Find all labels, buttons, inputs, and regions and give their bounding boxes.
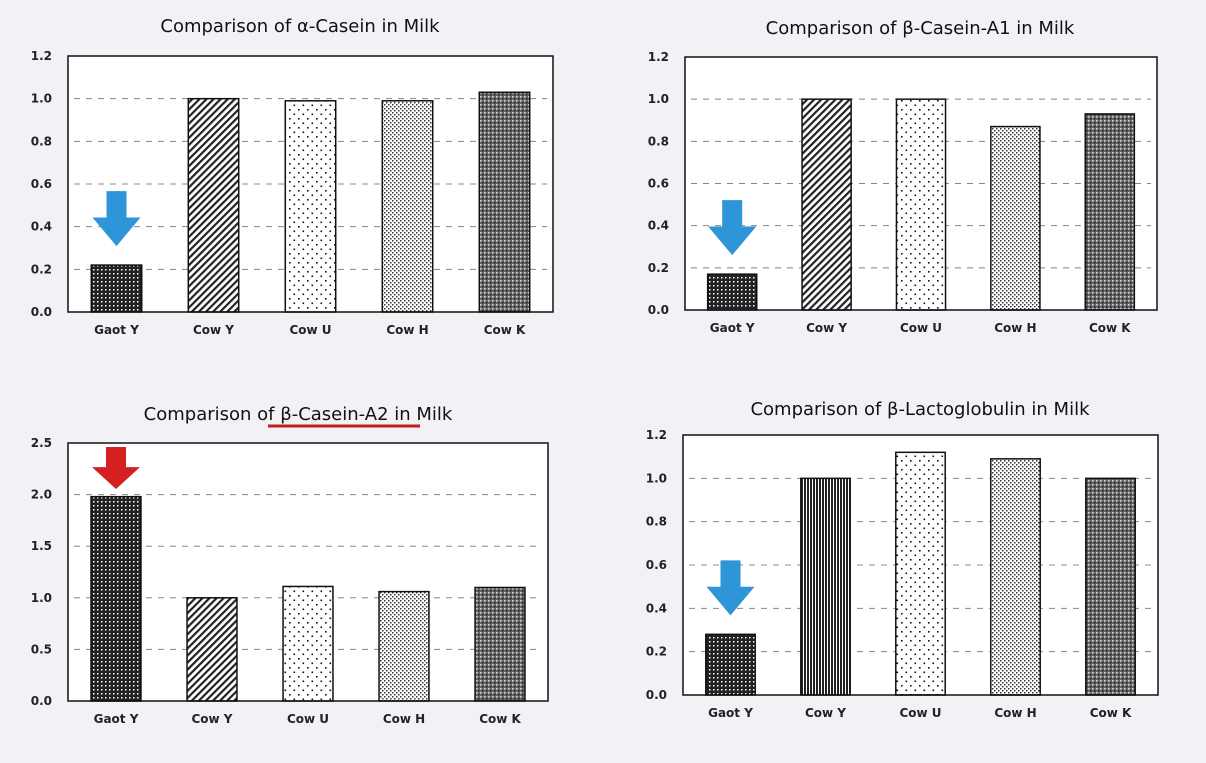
chart-4: 0.0 0.2 0.4 0.6 0.8 1.0 1.2 Gaot Y Cow Y Cow U Cow… (646, 399, 1159, 720)
bar-gaot-y (706, 273, 758, 311)
x-tick-label: Cow U (287, 712, 329, 726)
chart-3: 0.0 0.5 1.0 1.5 2.0 2.5 Gaot Y Cow Y Cow U Cow H C… (31, 404, 549, 726)
y-tick-label: 0.0 (31, 694, 52, 708)
chart-2: 0.0 0.2 0.4 0.6 0.8 1.0 1.2 Gaot Y Cow Y Cow U Cow… (648, 18, 1158, 335)
bar-cow-y (800, 477, 851, 696)
bar-cow-k (478, 91, 531, 313)
x-tick-label: Cow Y (193, 323, 234, 337)
y-tick-label: 0.4 (31, 220, 52, 234)
bar-cow-h (381, 100, 434, 313)
x-tick-label: Gaot Y (710, 321, 755, 335)
x-tick-label: Gaot Y (708, 706, 753, 720)
x-tick-label: Cow U (900, 321, 942, 335)
y-tick-label: 0.0 (646, 688, 667, 702)
y-tick-label: 0.4 (648, 219, 669, 233)
bar-cow-h (378, 590, 430, 702)
x-tick-label: Cow H (994, 321, 1036, 335)
x-tick-label: Cow K (1089, 321, 1131, 335)
y-tick-label: 1.2 (31, 49, 52, 63)
plot-frame (67, 442, 549, 702)
bar-cow-u (895, 98, 947, 311)
y-tick-label: 2.5 (31, 436, 52, 450)
x-tick-label: Cow U (899, 706, 941, 720)
x-tick-label: Cow Y (806, 321, 847, 335)
y-tick-label: 1.0 (31, 92, 52, 106)
arrow-down-icon (706, 560, 755, 616)
x-tick-label: Cow Y (805, 706, 846, 720)
x-tick-label: Cow H (386, 323, 428, 337)
bar-cow-k (1085, 477, 1136, 696)
chart-1: 0.0 0.2 0.4 0.6 0.8 1.0 1.2 Gaot Y Cow Y Cow U Cow… (31, 16, 554, 337)
bar-cow-k (474, 586, 526, 702)
y-tick-label: 2.0 (31, 488, 52, 502)
x-tick-label: Cow K (1090, 706, 1132, 720)
bar-cow-y (186, 597, 238, 702)
y-tick-label: 1.5 (31, 539, 52, 553)
bar-cow-u (282, 585, 334, 702)
y-tick-label: 0.8 (648, 134, 669, 148)
y-tick-label: 0.4 (646, 601, 667, 615)
arrow-down-icon (708, 200, 757, 256)
chart-title: Comparison of β-Casein-A1 in Milk (766, 18, 1075, 39)
bar-cow-y (187, 97, 240, 313)
x-tick-label: Gaot Y (94, 712, 139, 726)
x-tick-label: Cow Y (191, 712, 232, 726)
x-tick-label: Gaot Y (94, 323, 139, 337)
y-tick-label: 0.6 (646, 558, 667, 572)
y-tick-label: 0.8 (31, 134, 52, 148)
y-tick-label: 0.0 (31, 305, 52, 319)
y-tick-label: 1.0 (646, 471, 667, 485)
x-tick-label: Cow K (484, 323, 526, 337)
plot-frame (684, 56, 1158, 311)
bar-cow-y (801, 98, 852, 311)
bar-cow-h (990, 458, 1041, 696)
y-tick-label: 1.0 (31, 591, 52, 605)
bar-cow-u (284, 100, 337, 313)
bar-cow-u (895, 451, 946, 696)
y-tick-label: 0.2 (648, 261, 669, 275)
bar-cow-h (990, 125, 1041, 311)
arrow-down-icon (92, 447, 140, 489)
y-tick-label: 1.0 (648, 92, 669, 106)
bar-gaot-y (90, 495, 142, 702)
chart-title: Comparison of α-Casein in Milk (160, 16, 440, 37)
y-tick-label: 0.2 (646, 645, 667, 659)
chart-title: Comparison of β-Casein-A2 in Milk (144, 404, 453, 425)
y-tick-label: 0.0 (648, 303, 669, 317)
y-tick-label: 0.8 (646, 515, 667, 529)
bar-gaot-y (90, 264, 143, 313)
y-tick-label: 1.2 (648, 50, 669, 64)
y-tick-label: 0.6 (648, 177, 669, 191)
bar-cow-k (1084, 113, 1136, 311)
plot-frame (682, 434, 1159, 696)
chart-title: Comparison of β-Lactoglobulin in Milk (750, 399, 1090, 420)
plot-frame (67, 55, 554, 313)
bar-gaot-y (705, 633, 756, 696)
x-tick-label: Cow H (994, 706, 1036, 720)
x-tick-label: Cow H (383, 712, 425, 726)
y-tick-label: 0.2 (31, 262, 52, 276)
y-tick-label: 1.2 (646, 428, 667, 442)
y-tick-label: 0.5 (31, 642, 52, 656)
x-tick-label: Cow K (479, 712, 521, 726)
arrow-down-icon (92, 191, 141, 247)
y-tick-label: 0.6 (31, 177, 52, 191)
x-tick-label: Cow U (289, 323, 331, 337)
